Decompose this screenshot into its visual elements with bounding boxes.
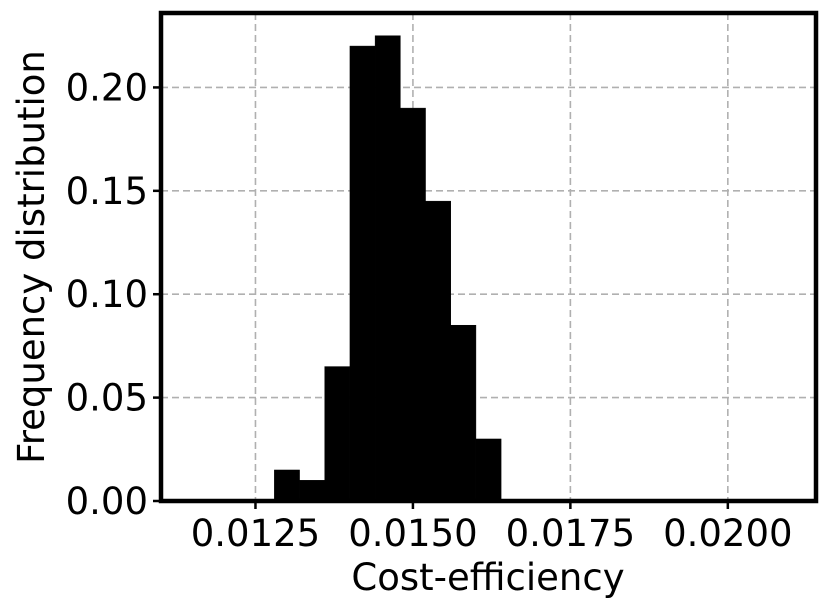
x-tick-label: 0.0175: [506, 512, 635, 555]
histogram-bar: [274, 469, 300, 502]
y-tick-label: 0.15: [66, 170, 148, 213]
histogram-bar: [374, 35, 401, 502]
x-tick-label: 0.0150: [348, 512, 477, 555]
grid-layer: [161, 13, 816, 501]
histogram-bar: [324, 366, 351, 502]
x-tick-label: 0.0125: [191, 512, 320, 555]
y-tick-label: 0.10: [66, 273, 148, 316]
ticks-layer: 0.0125 0.0150 0.0175 0.0200 0.00 0.05 0.10 0.15…: [66, 66, 793, 555]
y-tick-label: 0.00: [66, 480, 148, 523]
histogram-bar: [425, 200, 451, 502]
plot-frame: [158, 10, 819, 504]
histogram-bar: [349, 45, 376, 502]
histogram-bar: [450, 324, 477, 502]
y-axis-title: Frequency distribution: [10, 50, 53, 464]
histogram-bar: [299, 480, 325, 502]
bars-layer: [274, 35, 502, 502]
x-tick-label: 0.0200: [663, 512, 792, 555]
histogram-bar: [400, 107, 426, 502]
y-tick-label: 0.05: [66, 377, 148, 420]
histogram-bar: [475, 438, 502, 502]
y-tick-label: 0.20: [66, 66, 148, 109]
x-axis-title: Cost-efficiency: [351, 556, 624, 599]
